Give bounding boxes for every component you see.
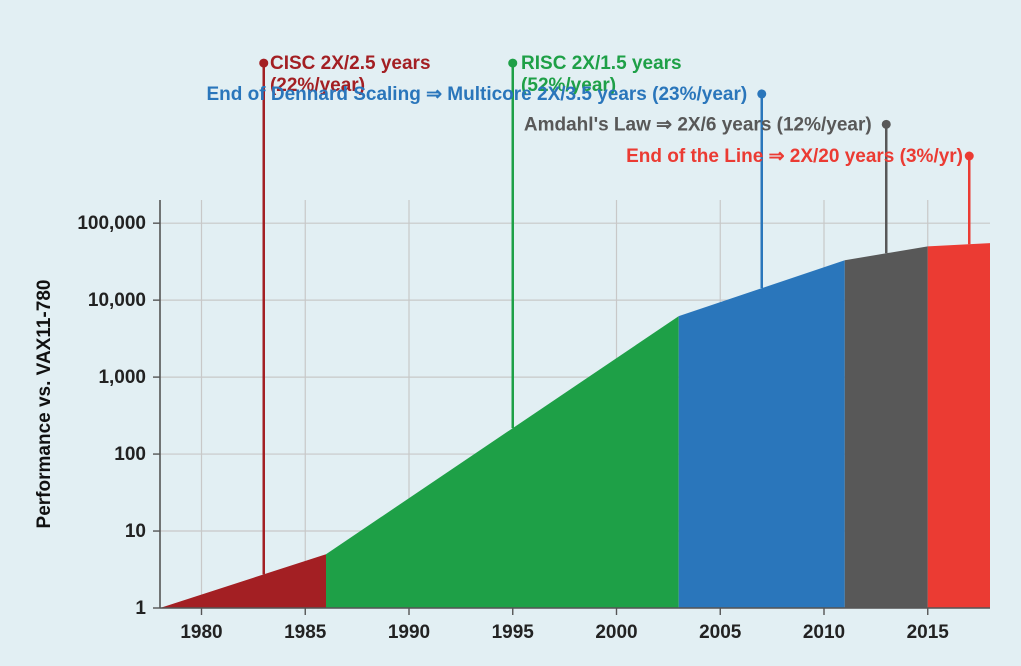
y-axis-title: Performance vs. VAX11-780 [34, 280, 55, 529]
xtick-label: 1980 [180, 622, 222, 643]
annotation-dennard: End of Dennard Scaling ⇒ Multicore 2X/3.… [207, 84, 748, 105]
annotation-endline: End of the Line ⇒ 2X/20 years (3%/yr) [626, 146, 963, 167]
region-amdahl [845, 246, 928, 608]
xtick-label: 2010 [803, 622, 845, 643]
xtick-label: 1990 [388, 622, 430, 643]
ytick-label: 10 [125, 521, 146, 542]
region-endline [928, 243, 990, 608]
annotation-dot [757, 89, 766, 98]
ytick-label: 10,000 [88, 290, 146, 311]
ytick-label: 1 [135, 598, 146, 619]
annotation-dot [508, 59, 517, 68]
ytick-label: 100 [114, 444, 146, 465]
annotation-dot [882, 120, 891, 129]
ytick-label: 100,000 [77, 213, 146, 234]
xtick-label: 1995 [492, 622, 535, 643]
annotation-dot [965, 152, 974, 161]
xtick-label: 1985 [284, 622, 327, 643]
region-dennard [679, 260, 845, 608]
xtick-label: 2005 [699, 622, 742, 643]
xtick-label: 2015 [907, 622, 950, 643]
xtick-label: 2000 [595, 622, 637, 643]
ytick-label: 1,000 [98, 367, 146, 388]
performance-chart: 1980 1985 1990 1995 2000 2005 2010 2015 1 10 100 1,… [0, 0, 1021, 666]
annotation-dot [259, 59, 268, 68]
annotation-amdahl: Amdahl's Law ⇒ 2X/6 years (12%/year) [524, 114, 872, 135]
